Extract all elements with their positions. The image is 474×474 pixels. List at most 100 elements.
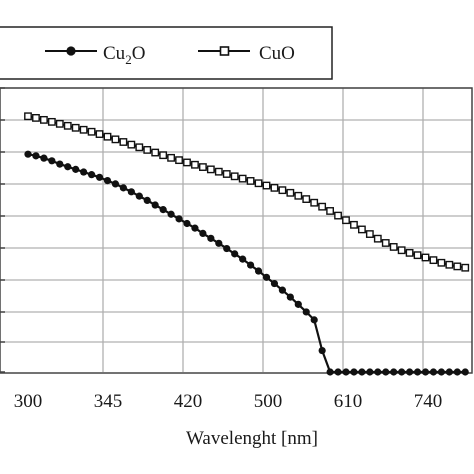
data-point [246,177,255,185]
data-point [358,225,366,234]
legend-label-cu2o: Cu2O [103,43,145,67]
data-point [47,117,56,126]
data-point [40,115,48,124]
data-point [206,165,215,174]
data-point [103,177,112,185]
data-point [254,179,263,188]
data-point [87,127,96,136]
data-point [294,191,303,200]
series-line [27,153,466,374]
data-point [389,243,398,251]
data-point [88,171,96,179]
data-point [413,368,422,376]
legend-label-cuo: CuO [259,43,295,64]
data-point [310,198,319,207]
data-point [247,261,255,269]
data-point [238,174,247,183]
data-point [143,146,152,154]
data-point [214,167,223,176]
data-point [453,262,462,271]
data-point [461,368,469,376]
data-point [366,368,374,376]
x-tick-label: 500 [254,391,283,412]
data-point [453,368,461,376]
data-point [365,230,374,238]
data-point [461,263,470,272]
series-cu2o [24,150,469,376]
data-point [262,181,271,190]
legend-label-cu2o-subscript: 2 [125,52,132,67]
data-point [24,150,32,158]
data-point [429,368,438,376]
data-point [56,160,64,168]
data-point [72,165,80,173]
data-point [302,308,310,316]
data-point [111,180,120,188]
data-point [32,113,40,122]
data-point [127,140,136,149]
x-tick-label: 420 [174,391,203,412]
data-point [445,368,453,376]
data-point [64,163,72,171]
data-point [80,168,88,176]
x-axis-label: Wavelenght [nm] [186,428,318,449]
data-point [286,188,295,197]
data-point [135,143,144,152]
data-point [167,210,175,218]
data-point [318,346,326,355]
data-point [334,211,342,220]
data-point [421,368,430,376]
data-point [135,192,143,200]
legend: Cu2O CuO [0,26,333,80]
data-point [207,234,215,242]
data-point [48,157,56,165]
x-tick-label: 345 [94,391,123,412]
x-tick-label: 300 [14,391,43,412]
data-point [406,368,414,376]
data-point [421,253,430,262]
data-point [278,186,287,195]
legend-marker-cuo [219,46,230,56]
series-cuo [24,112,470,272]
data-point [405,248,414,257]
data-point [326,368,334,376]
data-point [127,188,135,196]
x-tick-label: 610 [334,391,363,412]
data-point [437,258,446,267]
data-point [79,125,88,134]
data-point [231,250,239,258]
legend-box [0,26,333,80]
data-point [350,220,358,229]
data-point [159,151,168,160]
data-point [24,112,32,121]
series-line [27,115,466,269]
data-point [270,183,279,192]
data-point [278,286,286,294]
data-point [294,300,302,308]
data-point [381,239,390,247]
data-point [119,138,128,146]
grid-lines [0,87,472,373]
data-point [429,256,438,265]
data-point [55,119,64,128]
data-point [32,152,40,160]
data-point [310,316,318,324]
data-point [111,135,120,144]
legend-item-cuo: CuO [198,43,295,64]
legend-item-cu2o: Cu2O [45,43,145,67]
data-point [262,273,271,281]
data-point [95,173,104,181]
data-point [71,123,80,132]
data-point [191,224,199,232]
data-point [183,158,191,167]
data-point [198,163,207,171]
data-point [151,148,160,157]
data-point [342,216,350,225]
data-point [286,293,294,301]
data-point [95,130,104,138]
data-point [342,368,350,376]
data-point [167,153,175,162]
data-point [230,172,239,181]
data-point [334,368,342,376]
